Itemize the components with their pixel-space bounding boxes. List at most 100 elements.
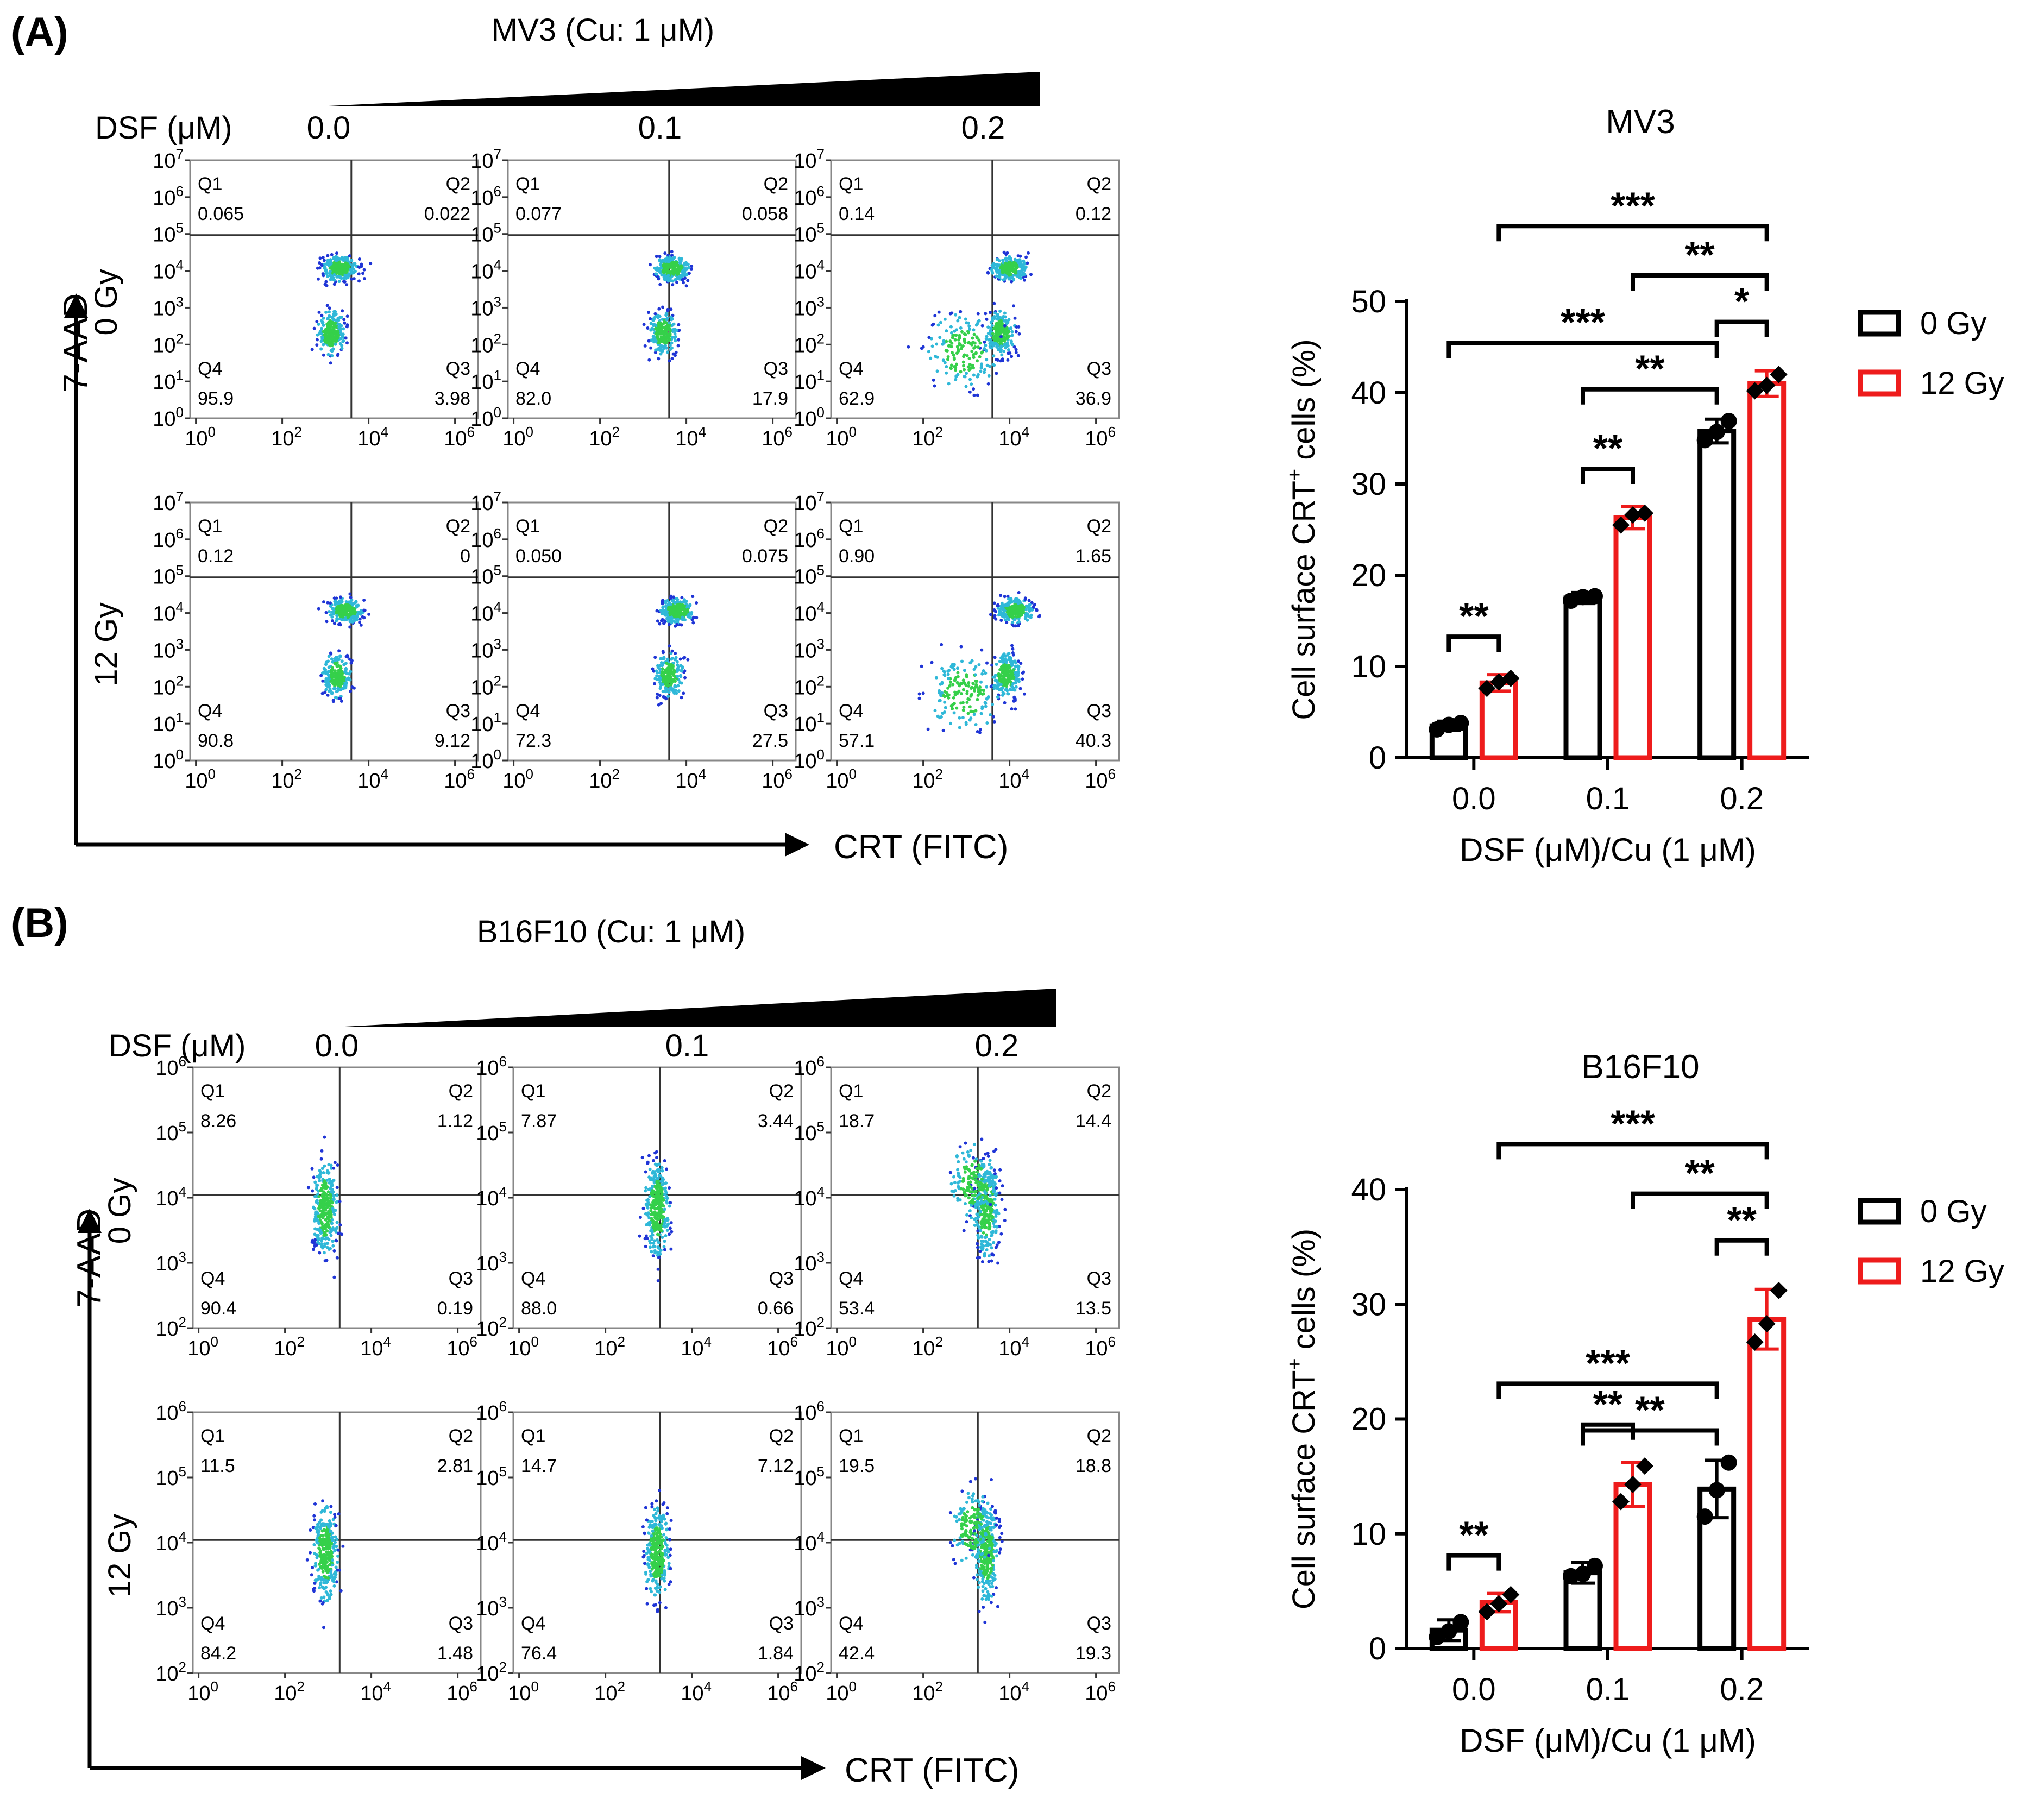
flow-event-dot [972, 328, 976, 332]
flow-event-dot [959, 692, 963, 695]
flow-event-dot [644, 1234, 648, 1238]
flow-event-dot [952, 357, 956, 361]
flow-event-dot [325, 322, 329, 326]
flow-event-dot [656, 1177, 659, 1180]
flow-y-tick-label: 105 [470, 220, 501, 247]
quadrant-name: Q3 [446, 701, 470, 721]
flow-event-dot [326, 1242, 330, 1245]
flow-event-dot [996, 338, 1000, 342]
flow-event-dot [952, 353, 955, 357]
flow-event-dot [1003, 343, 1007, 347]
flow-event-dot [1019, 607, 1023, 611]
flow-event-dot [675, 600, 678, 604]
flow-event-dot [655, 1180, 659, 1184]
flow-event-dot [674, 264, 677, 268]
flow-event-dot [929, 337, 933, 341]
flow-event-dot [344, 682, 348, 685]
flow-event-dot [993, 678, 997, 682]
flow-event-dot [315, 1199, 319, 1203]
flow-event-dot [657, 1246, 661, 1250]
flow-event-dot [655, 1156, 658, 1160]
flow-event-dot [326, 259, 330, 262]
flow-event-dot [652, 1242, 656, 1245]
flow-event-dot [957, 1185, 960, 1188]
flow-event-dot [965, 1193, 968, 1197]
flow-event-dot [335, 1580, 338, 1584]
flow-event-dot [657, 269, 661, 273]
flow-event-dot [663, 1225, 667, 1229]
flow-event-dot [680, 612, 684, 615]
flow-event-dot [331, 316, 335, 320]
flow-event-dot [669, 686, 673, 690]
flow-event-dot [933, 709, 937, 713]
flow-event-dot [333, 329, 337, 333]
flow-event-dot [1011, 647, 1015, 651]
flow-event-dot [329, 1186, 332, 1190]
flow-event-dot [321, 272, 325, 276]
flow-event-dot [943, 700, 947, 704]
flow-event-dot [652, 1202, 656, 1205]
flow-event-dot [338, 342, 342, 345]
flow-event-dot [337, 610, 341, 614]
flow-event-dot [318, 256, 322, 260]
flow-event-dot [673, 680, 677, 683]
flow-event-dot [979, 1199, 983, 1203]
flow-event-dot [321, 1216, 325, 1220]
flow-event-dot [663, 1222, 666, 1225]
flow-event-dot [1003, 618, 1007, 622]
flow-event-dot [669, 315, 673, 319]
flow-event-dot [326, 262, 330, 266]
quadrant-name: Q2 [449, 1081, 473, 1102]
quadrant-value: 0.022 [424, 204, 470, 224]
flow-event-dot [940, 666, 944, 670]
flow-event-dot [327, 665, 331, 669]
flow-event-dot [638, 1216, 642, 1219]
flow-y-tick-label: 105 [794, 1118, 825, 1145]
flow-event-dot [326, 1551, 330, 1555]
flow-event-dot [653, 1191, 657, 1195]
flow-event-dot [973, 673, 977, 677]
flow-event-dot [313, 1219, 317, 1223]
flow-event-dot [990, 1246, 993, 1250]
flow-event-dot [954, 334, 958, 337]
flow-event-dot [680, 596, 684, 600]
flow-event-dot [653, 682, 656, 685]
quadrant-name: Q2 [446, 516, 470, 537]
flow-event-dot [653, 1249, 657, 1253]
flow-event-dot [660, 350, 664, 354]
flow-event-dot [965, 1213, 968, 1217]
flow-plot-frame [192, 1411, 482, 1674]
flow-event-dot [943, 674, 947, 677]
flow-event-dot [332, 1166, 336, 1170]
flow-event-dot [671, 664, 675, 668]
flow-event-dot [961, 1187, 965, 1191]
flow-event-dot [1016, 664, 1020, 668]
panel-label: (B) [11, 900, 68, 946]
quadrant-name: Q1 [521, 1081, 545, 1102]
flow-event-dot [980, 1162, 984, 1166]
flow-event-dot [664, 346, 668, 350]
flow-event-dot [989, 326, 993, 330]
flow-event-dot [326, 317, 329, 320]
flow-y-tick-label: 105 [476, 1118, 507, 1145]
flow-event-dot [1003, 265, 1007, 268]
flow-event-dot [331, 1207, 335, 1211]
flow-event-dot [1004, 269, 1008, 273]
flow-event-dot [985, 661, 989, 665]
flow-event-dot [648, 1167, 652, 1171]
flow-event-dot [996, 606, 1000, 610]
flow-x-tick-label: 102 [594, 1333, 625, 1360]
flow-event-dot [983, 1217, 986, 1221]
flow-x-tick-label: 102 [271, 766, 302, 792]
flow-event-dot [342, 259, 345, 262]
quadrant-name: Q3 [769, 1268, 794, 1289]
flow-event-dot [1005, 684, 1009, 688]
flow-event-dot [318, 1552, 322, 1556]
flow-event-dot [310, 1573, 313, 1577]
flow-y-tick-label: 103 [794, 636, 825, 662]
flow-event-dot [313, 1552, 316, 1555]
flow-event-dot [1023, 268, 1027, 272]
flow-event-dot [992, 601, 996, 605]
flow-event-dot [1014, 685, 1018, 689]
flow-event-dot [323, 1199, 327, 1203]
